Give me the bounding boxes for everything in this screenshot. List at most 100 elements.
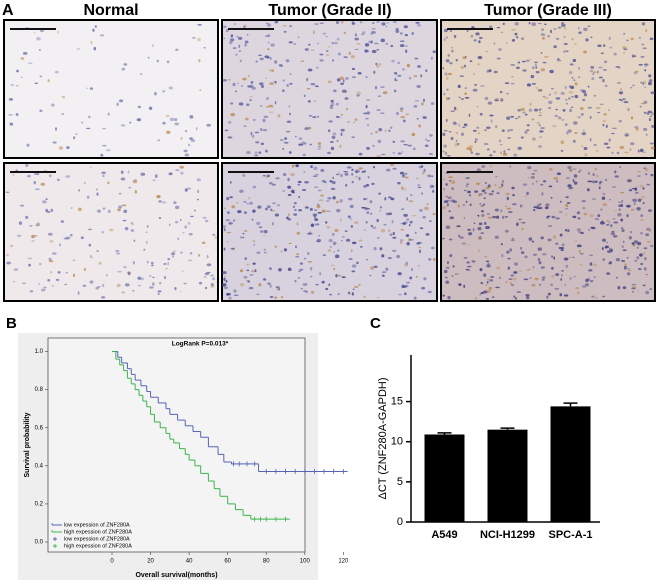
cell <box>309 143 312 146</box>
cell <box>337 52 342 56</box>
cell <box>356 94 360 97</box>
cell <box>157 292 160 296</box>
cell <box>401 174 406 178</box>
cell <box>431 175 434 178</box>
cell <box>447 296 451 300</box>
tissue-image <box>440 19 656 159</box>
cell <box>507 266 511 270</box>
cell <box>252 119 256 121</box>
cell <box>585 38 589 42</box>
cell <box>415 275 418 278</box>
cell <box>227 120 232 124</box>
cell <box>324 181 327 184</box>
cell <box>29 225 33 227</box>
cell <box>316 204 321 209</box>
censor-mark <box>331 469 337 475</box>
cell <box>175 169 180 171</box>
cell <box>601 196 606 200</box>
cell <box>226 293 231 296</box>
cell <box>447 97 451 100</box>
cell <box>96 192 99 196</box>
cell <box>354 286 359 288</box>
cell <box>600 221 605 225</box>
cell <box>283 141 289 144</box>
cell <box>351 270 356 273</box>
cell <box>431 185 435 188</box>
cell <box>463 257 468 259</box>
x-tick-label: 60 <box>224 559 231 565</box>
cell <box>35 172 40 176</box>
cell <box>10 84 14 86</box>
cell <box>309 207 313 211</box>
cell <box>226 197 230 201</box>
censor-mark <box>230 461 236 467</box>
cell <box>344 230 348 232</box>
cell <box>411 32 415 35</box>
cell <box>229 181 232 184</box>
cell <box>469 60 473 63</box>
cell <box>623 101 629 104</box>
cell <box>204 286 208 290</box>
censor-mark <box>321 469 327 475</box>
cell <box>620 218 624 222</box>
cell <box>583 50 587 54</box>
cell <box>511 28 517 31</box>
cell <box>448 176 453 179</box>
cell <box>179 290 182 293</box>
cell <box>588 228 591 231</box>
cell <box>310 165 313 169</box>
cell <box>392 167 397 170</box>
cell <box>258 226 263 228</box>
cell <box>632 84 636 87</box>
cell <box>376 21 380 23</box>
cell <box>381 22 386 26</box>
cell <box>591 295 595 298</box>
cell <box>302 282 308 287</box>
cell <box>129 121 132 124</box>
cell <box>293 43 297 45</box>
cell <box>524 113 528 116</box>
cell <box>204 219 209 223</box>
cell <box>264 77 267 79</box>
cell <box>312 116 317 119</box>
cell <box>505 229 509 233</box>
cell <box>541 28 544 31</box>
cell <box>365 207 371 210</box>
cell <box>85 127 91 130</box>
cell <box>265 106 271 108</box>
cell <box>184 129 188 133</box>
cell <box>120 170 124 174</box>
cell <box>52 141 57 144</box>
cell <box>222 79 227 82</box>
cell <box>569 63 574 66</box>
cell <box>498 276 502 280</box>
cell <box>565 264 569 268</box>
cell <box>585 278 589 283</box>
cell <box>273 296 278 299</box>
cell <box>391 59 395 63</box>
cell <box>593 263 597 267</box>
cell <box>282 173 287 176</box>
cell <box>513 271 518 274</box>
cell <box>448 238 453 241</box>
cell <box>332 181 336 185</box>
cell <box>547 35 551 38</box>
cell <box>393 72 398 75</box>
cell <box>198 59 201 63</box>
y-axis-title: Survival probability <box>24 412 31 477</box>
cell <box>486 264 491 268</box>
cell <box>269 82 275 85</box>
cell <box>274 101 277 105</box>
cell <box>388 212 393 215</box>
cell <box>419 249 421 254</box>
cell <box>45 198 48 201</box>
cell <box>464 86 468 90</box>
cell <box>445 76 449 80</box>
cell <box>235 53 238 56</box>
cell <box>565 98 568 101</box>
cell <box>411 214 417 217</box>
cell <box>335 115 339 118</box>
cell <box>348 197 353 201</box>
bar <box>487 429 528 522</box>
cell <box>264 207 269 211</box>
